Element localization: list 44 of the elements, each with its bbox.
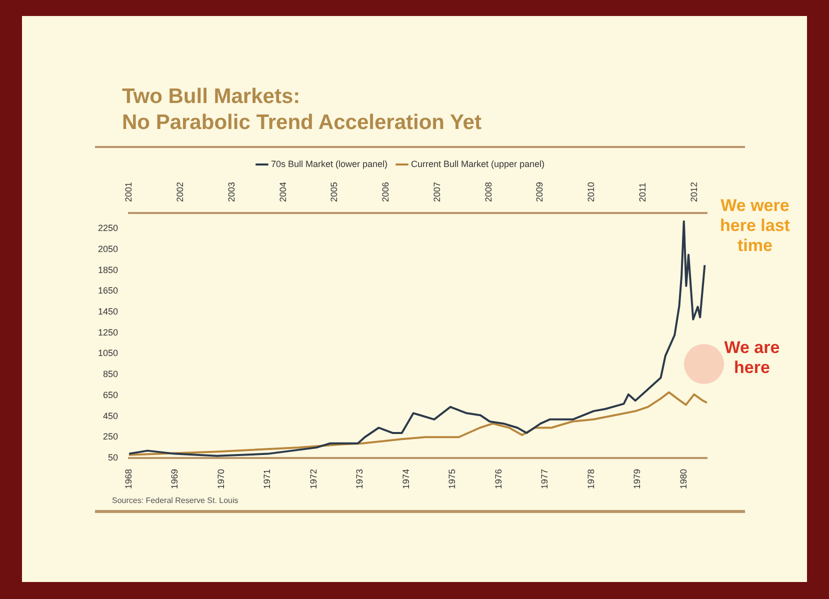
x-tick-label: 1976: [493, 468, 504, 490]
y-tick-label: 1050: [98, 348, 118, 358]
x2-tick-label: 2008: [483, 182, 494, 202]
x2-tick-label: 2010: [586, 182, 596, 202]
x2-tick-label: 2001: [124, 182, 134, 202]
y-tick-label: 650: [102, 390, 118, 400]
text: We were here last time: [719, 196, 791, 256]
x-tick-label: 1975: [447, 468, 458, 490]
legend-label: Current Bull Market (upper panel): [410, 158, 545, 169]
x-tick-label: 1973: [354, 468, 365, 490]
y-tick-label: 850: [102, 369, 118, 380]
x-tick-label: 1968: [124, 468, 134, 490]
legend-label: 70s Bull Market (lower panel): [270, 158, 388, 169]
x-tick-label: 1974: [400, 468, 411, 490]
x-tick-label: 1978: [586, 468, 596, 490]
x2-tick-label: 2006: [380, 182, 391, 202]
chart-title: Two Bull Markets:: [122, 84, 302, 110]
y-tick-label: 1850: [98, 264, 118, 275]
y-tick-label: 2050: [98, 244, 118, 254]
x2-tick-label: 2009: [534, 182, 545, 202]
x2-tick-label: 2002: [175, 182, 186, 202]
x2-tick-label: 2005: [329, 182, 340, 202]
x-tick-label: 1979: [632, 468, 642, 490]
y-tick-label: 50: [108, 452, 118, 462]
y-tick-label: 1450: [98, 306, 118, 317]
x-tick-label: 1969: [170, 468, 180, 490]
chart-subtitle: No Parabolic Trend Acceleration Yet: [122, 110, 482, 136]
y-tick-label: 2250: [98, 223, 118, 234]
x-tick-label: 1977: [540, 468, 550, 490]
y-tick-label: 450: [102, 410, 118, 421]
x-tick-label: 1970: [216, 468, 226, 490]
x2-tick-label: 2007: [432, 182, 442, 202]
x2-tick-label: 2011: [637, 182, 648, 202]
x2-tick-label: 2003: [226, 182, 236, 202]
source-note: Sources: Federal Reserve St. Louis: [112, 496, 238, 505]
x2-tick-label: 2004: [278, 182, 288, 202]
y-tick-label: 1650: [98, 286, 118, 296]
y-tick-label: 250: [102, 432, 118, 442]
x-tick-label: 1971: [262, 468, 272, 490]
text: We are here: [723, 338, 781, 378]
x2-tick-label: 2012: [688, 182, 699, 202]
x-tick-label: 1980: [678, 468, 688, 490]
x-tick-label: 1972: [308, 468, 318, 490]
y-tick-label: 1250: [98, 327, 118, 338]
